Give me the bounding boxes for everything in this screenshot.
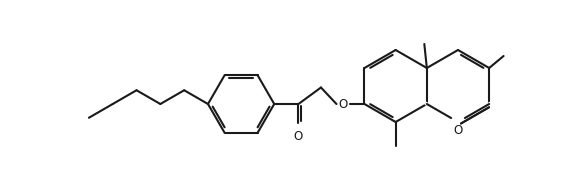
Text: O: O: [339, 98, 348, 110]
Text: O: O: [453, 125, 462, 137]
Text: O: O: [294, 130, 303, 143]
